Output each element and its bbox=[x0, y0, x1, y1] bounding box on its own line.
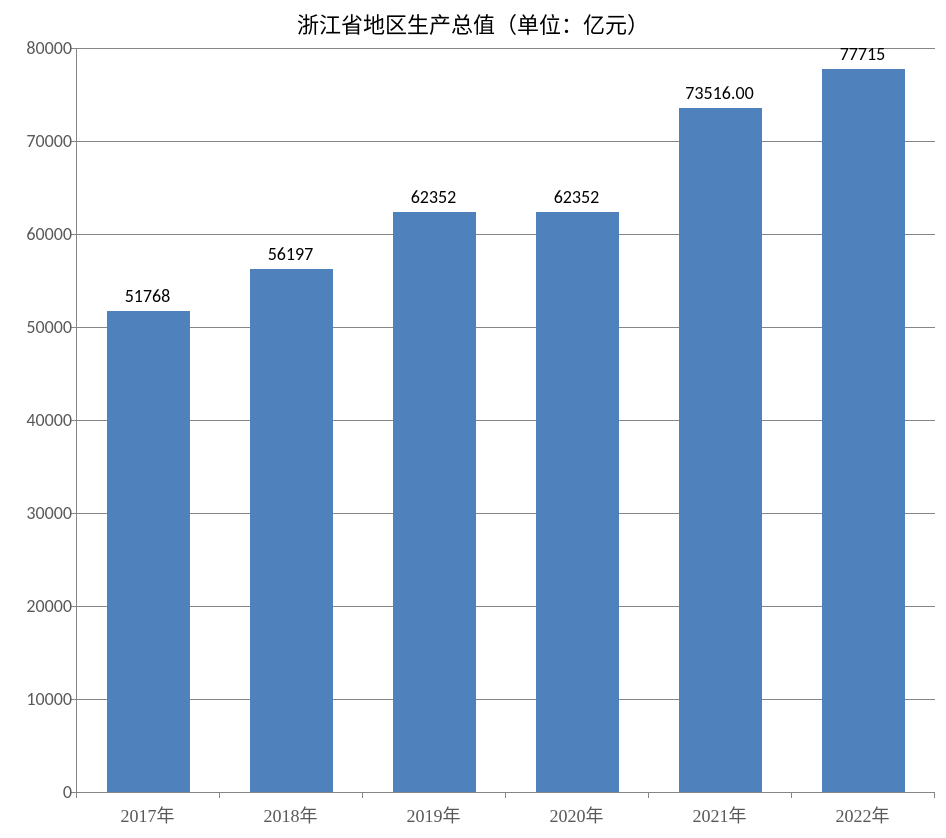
bar-value-label: 62352 bbox=[507, 186, 647, 208]
x-tick-mark bbox=[934, 792, 935, 798]
y-tick-label: 70000 bbox=[2, 130, 72, 152]
bar bbox=[107, 311, 190, 792]
chart-container: 浙江省地区生产总值（单位：亿元） 0 10000 20000 30000 40000 50… bbox=[0, 0, 946, 838]
x-tick-mark bbox=[362, 792, 363, 798]
y-tick-label: 50000 bbox=[2, 316, 72, 338]
bar bbox=[393, 212, 476, 792]
plot-area bbox=[76, 48, 935, 793]
grid-line bbox=[77, 513, 935, 514]
grid-line bbox=[77, 420, 935, 421]
x-tick-label: 2017年 bbox=[76, 802, 219, 828]
grid-line bbox=[77, 234, 935, 235]
x-tick-mark bbox=[648, 792, 649, 798]
bar-value-label: 73516.00 bbox=[650, 82, 790, 104]
y-tick-label: 0 bbox=[2, 781, 72, 803]
y-tick-label: 40000 bbox=[2, 409, 72, 431]
x-tick-mark bbox=[219, 792, 220, 798]
x-tick-label: 2020年 bbox=[505, 802, 648, 828]
bar-value-label: 77715 bbox=[793, 43, 933, 65]
y-tick-label: 30000 bbox=[2, 502, 72, 524]
x-tick-label: 2019年 bbox=[362, 802, 505, 828]
grid-line bbox=[77, 606, 935, 607]
bar-value-label: 51768 bbox=[78, 285, 218, 307]
grid-line bbox=[77, 327, 935, 328]
x-tick-label: 2021年 bbox=[648, 802, 791, 828]
x-tick-label: 2022年 bbox=[791, 802, 934, 828]
y-tick-label: 20000 bbox=[2, 595, 72, 617]
grid-line bbox=[77, 699, 935, 700]
chart-title: 浙江省地区生产总值（单位：亿元） bbox=[0, 8, 946, 40]
bar-value-label: 56197 bbox=[221, 243, 361, 265]
bar-value-label: 62352 bbox=[364, 186, 504, 208]
bar bbox=[250, 269, 333, 792]
x-tick-mark bbox=[505, 792, 506, 798]
bar bbox=[536, 212, 619, 792]
y-tick-label: 10000 bbox=[2, 688, 72, 710]
bar bbox=[679, 108, 762, 792]
y-tick-label: 80000 bbox=[2, 37, 72, 59]
x-tick-mark bbox=[76, 792, 77, 798]
x-tick-label: 2018年 bbox=[219, 802, 362, 828]
x-tick-mark bbox=[791, 792, 792, 798]
y-tick-label: 60000 bbox=[2, 223, 72, 245]
bar bbox=[822, 69, 905, 792]
grid-line bbox=[77, 141, 935, 142]
